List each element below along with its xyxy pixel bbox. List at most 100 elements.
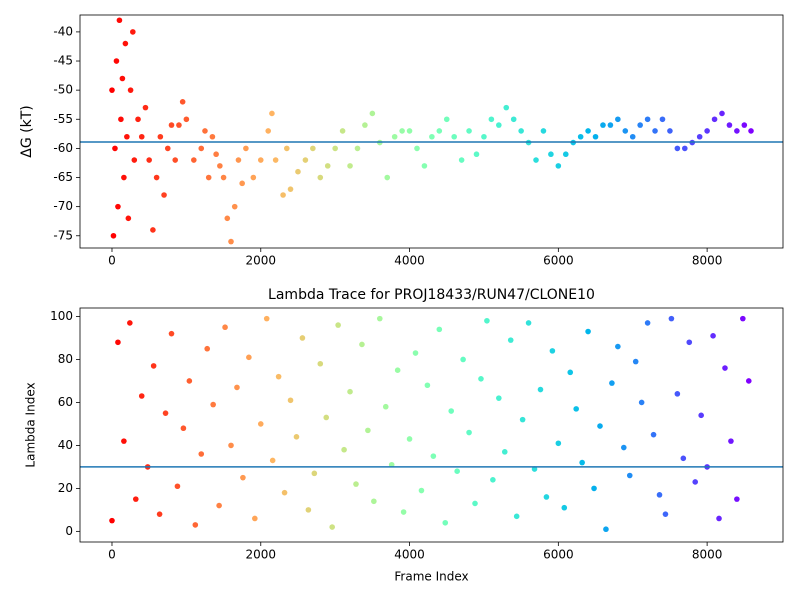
point — [192, 522, 199, 528]
point — [650, 431, 657, 438]
point — [121, 174, 127, 181]
point — [384, 174, 391, 181]
point — [112, 145, 118, 152]
point — [442, 519, 449, 526]
point — [228, 238, 234, 245]
point — [269, 110, 275, 117]
point — [704, 128, 710, 134]
point — [555, 440, 562, 447]
point — [125, 215, 132, 222]
point — [674, 145, 681, 152]
point — [281, 489, 288, 496]
point — [424, 382, 431, 389]
point — [176, 122, 182, 128]
point — [121, 438, 127, 444]
point — [311, 470, 318, 477]
point — [510, 116, 517, 123]
point — [429, 133, 435, 140]
point — [592, 133, 599, 140]
point — [317, 174, 324, 181]
point — [696, 133, 703, 140]
point — [567, 369, 574, 376]
point — [365, 427, 371, 434]
point — [722, 365, 728, 371]
point — [257, 421, 264, 427]
point — [164, 145, 171, 152]
point — [682, 145, 688, 152]
x-tick-label: 6000 — [543, 548, 574, 562]
point — [376, 315, 383, 322]
point — [573, 406, 579, 412]
point — [371, 498, 377, 505]
x-tick-label: 4000 — [394, 548, 425, 562]
point — [615, 343, 621, 350]
point — [172, 157, 179, 163]
point — [359, 341, 365, 348]
x-tick-label: 6000 — [543, 254, 574, 268]
point — [728, 438, 734, 444]
point — [347, 163, 353, 169]
point — [518, 128, 524, 134]
point — [525, 320, 532, 326]
point — [161, 192, 167, 198]
point — [150, 363, 157, 369]
point — [638, 399, 645, 406]
point — [324, 163, 331, 169]
point — [394, 367, 401, 374]
point — [443, 116, 450, 123]
x-tick-label: 8000 — [692, 254, 723, 268]
point — [716, 515, 722, 522]
point — [157, 133, 164, 140]
point — [585, 128, 591, 134]
point — [109, 517, 115, 524]
point — [252, 515, 258, 522]
point — [406, 128, 413, 134]
point — [246, 354, 252, 361]
x-tick-label: 0 — [108, 254, 116, 268]
point — [156, 511, 163, 517]
point — [656, 492, 663, 498]
point — [257, 157, 264, 163]
point — [418, 487, 425, 494]
point — [740, 315, 746, 322]
point — [231, 203, 238, 210]
point — [399, 128, 405, 134]
point — [332, 145, 338, 152]
point — [122, 40, 129, 47]
point — [269, 457, 276, 464]
point — [119, 75, 126, 82]
point — [668, 315, 675, 322]
point — [734, 128, 740, 134]
x-tick-label: 8000 — [692, 548, 723, 562]
y-axis-label: Lambda Index — [24, 382, 38, 467]
point — [146, 157, 152, 163]
point — [548, 151, 554, 158]
point — [400, 509, 407, 515]
point — [183, 116, 190, 123]
point — [692, 479, 699, 485]
point — [275, 373, 282, 380]
point — [448, 408, 455, 414]
point — [484, 317, 490, 324]
point — [543, 494, 550, 500]
point — [496, 122, 502, 128]
point — [369, 110, 376, 117]
point — [674, 391, 681, 397]
point — [734, 496, 740, 502]
point — [220, 174, 227, 181]
point — [168, 122, 175, 128]
point — [458, 157, 465, 163]
point — [501, 449, 508, 455]
point — [621, 444, 627, 451]
point — [577, 133, 584, 140]
point — [451, 133, 457, 140]
y-tick-label: -70 — [53, 199, 73, 213]
point — [186, 378, 193, 384]
point — [250, 174, 257, 181]
point — [234, 384, 240, 391]
y-axis-label: ΔG (kT) — [19, 105, 35, 157]
point — [659, 116, 666, 123]
point — [323, 414, 330, 421]
y-tick-label: 0 — [65, 524, 73, 538]
point — [299, 335, 306, 341]
